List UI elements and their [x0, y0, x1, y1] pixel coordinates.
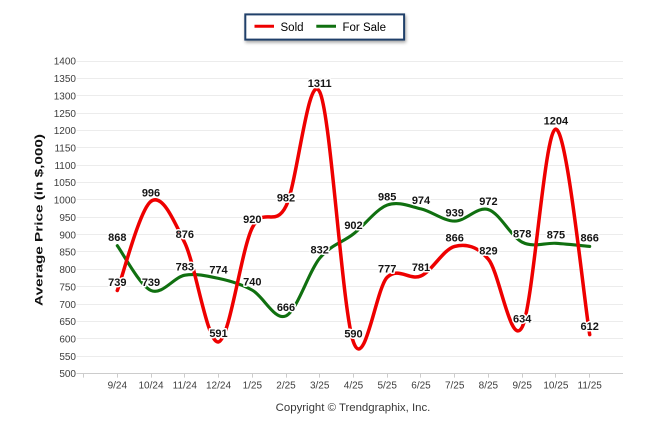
svg-text:982: 982 — [277, 192, 295, 204]
svg-text:1350: 1350 — [54, 74, 77, 85]
svg-text:1050: 1050 — [54, 178, 77, 189]
svg-text:600: 600 — [59, 335, 76, 346]
svg-text:974: 974 — [412, 195, 431, 207]
svg-text:6/25: 6/25 — [411, 381, 431, 392]
svg-text:Average Price (in $,000): Average Price (in $,000) — [33, 134, 45, 306]
svg-text:1204: 1204 — [544, 115, 569, 127]
svg-text:774: 774 — [209, 265, 228, 277]
svg-text:800: 800 — [59, 265, 76, 276]
svg-text:550: 550 — [59, 352, 76, 363]
svg-text:1150: 1150 — [54, 144, 76, 155]
svg-text:11/24: 11/24 — [173, 381, 198, 392]
svg-text:1000: 1000 — [54, 196, 77, 207]
svg-text:634: 634 — [513, 313, 532, 325]
svg-text:5/25: 5/25 — [377, 381, 397, 392]
svg-text:9/25: 9/25 — [512, 381, 532, 392]
svg-text:832: 832 — [311, 245, 329, 257]
svg-text:939: 939 — [446, 207, 464, 219]
svg-text:1200: 1200 — [54, 126, 77, 137]
svg-text:1100: 1100 — [54, 161, 76, 172]
svg-text:591: 591 — [209, 328, 227, 340]
svg-text:Copyright © Trendgraphix, Inc.: Copyright © Trendgraphix, Inc. — [276, 402, 431, 414]
svg-text:612: 612 — [581, 321, 599, 333]
svg-text:1300: 1300 — [54, 91, 77, 102]
svg-text:972: 972 — [479, 196, 497, 208]
svg-text:876: 876 — [176, 229, 194, 241]
svg-text:950: 950 — [59, 213, 76, 224]
svg-text:590: 590 — [344, 329, 362, 341]
svg-text:783: 783 — [176, 262, 194, 274]
svg-text:700: 700 — [59, 300, 76, 311]
svg-text:8/25: 8/25 — [479, 381, 499, 392]
svg-text:1250: 1250 — [54, 109, 77, 120]
svg-text:781: 781 — [412, 262, 430, 274]
svg-text:985: 985 — [378, 191, 396, 203]
svg-text:For Sale: For Sale — [343, 22, 386, 34]
svg-text:868: 868 — [108, 232, 126, 244]
svg-text:739: 739 — [142, 277, 160, 289]
svg-text:Sold: Sold — [281, 22, 304, 34]
svg-text:996: 996 — [142, 188, 160, 200]
svg-text:7/25: 7/25 — [445, 381, 465, 392]
svg-text:500: 500 — [59, 369, 76, 380]
svg-text:1311: 1311 — [308, 78, 332, 90]
svg-text:739: 739 — [108, 277, 126, 289]
svg-text:12/24: 12/24 — [206, 381, 231, 392]
svg-text:866: 866 — [581, 233, 599, 245]
svg-text:666: 666 — [277, 302, 295, 314]
svg-text:9/24: 9/24 — [108, 381, 128, 392]
svg-text:878: 878 — [513, 229, 531, 241]
svg-text:900: 900 — [59, 230, 76, 241]
svg-text:650: 650 — [59, 317, 76, 328]
svg-text:902: 902 — [344, 220, 362, 232]
svg-text:777: 777 — [378, 264, 396, 276]
svg-text:850: 850 — [59, 248, 76, 259]
svg-text:829: 829 — [479, 246, 497, 258]
svg-text:10/25: 10/25 — [543, 381, 568, 392]
svg-text:1/25: 1/25 — [243, 381, 263, 392]
svg-text:866: 866 — [446, 233, 464, 245]
svg-text:2/25: 2/25 — [276, 381, 296, 392]
svg-text:10/24: 10/24 — [138, 381, 163, 392]
svg-text:4/25: 4/25 — [344, 381, 364, 392]
svg-text:740: 740 — [243, 277, 261, 289]
svg-text:1400: 1400 — [54, 57, 77, 68]
svg-text:920: 920 — [243, 214, 261, 226]
svg-text:750: 750 — [59, 282, 76, 293]
svg-text:3/25: 3/25 — [310, 381, 330, 392]
svg-text:875: 875 — [547, 230, 565, 242]
svg-text:11/25: 11/25 — [578, 381, 603, 392]
